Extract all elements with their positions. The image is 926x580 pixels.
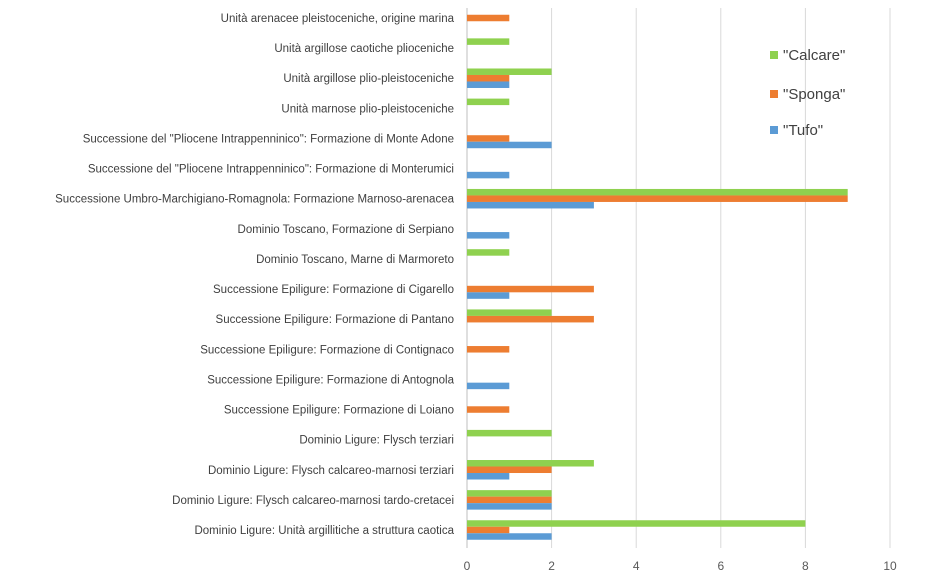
legend-swatch [770, 90, 778, 98]
bar [467, 141, 552, 149]
bar [467, 81, 510, 88]
category-label: Successione del "Pliocene Intrappenninic… [88, 164, 454, 176]
bar [467, 195, 848, 202]
bar [467, 285, 594, 293]
bar [467, 503, 552, 510]
category-label: Successione Epiligure: Formazione di Pan… [216, 314, 454, 326]
gridlines [466, 8, 891, 548]
bar [467, 533, 552, 540]
category-label: Dominio Ligure: Flysch calcareo-marnosi … [172, 495, 454, 507]
bar [467, 38, 510, 45]
bar [467, 135, 510, 142]
x-tick-label: 8 [802, 559, 809, 573]
bar [467, 14, 510, 22]
x-tick-label: 6 [717, 559, 724, 573]
category-label: Dominio Toscano, Formazione di Serpiano [238, 224, 454, 236]
bar [467, 232, 510, 239]
category-label: Unità argillose plio-pleistoceniche [283, 73, 454, 85]
bar [467, 292, 510, 299]
bar-series [467, 14, 848, 540]
bar [467, 315, 594, 323]
bar [467, 249, 510, 256]
bar [467, 429, 552, 437]
bar [467, 526, 510, 534]
bar [467, 188, 848, 196]
bar [467, 201, 594, 209]
x-axis-tick-labels: 0 2 4 6 8 10 [464, 559, 897, 573]
legend-swatch [770, 51, 778, 59]
category-labels: Unità arenacee pleistoceniche, origine m… [55, 13, 454, 537]
legend-label: "Calcare" [783, 47, 845, 64]
bar [467, 382, 510, 390]
x-tick-label: 0 [464, 559, 471, 573]
category-label: Unità arenacee pleistoceniche, origine m… [221, 13, 455, 25]
bar [467, 406, 510, 413]
category-label: Unità argillose caotiche plioceniche [274, 43, 454, 55]
bar [467, 496, 552, 504]
legend-label: "Sponga" [783, 86, 845, 103]
bar [467, 473, 510, 480]
x-tick-label: 4 [633, 559, 640, 573]
category-label: Successione Epiligure: Formazione di Con… [200, 344, 454, 356]
category-label: Successione Umbro-Marchigiano-Romagnola:… [55, 194, 454, 206]
legend-label: "Tufo" [783, 122, 823, 139]
category-label: Dominio Ligure: Flysch terziari [299, 435, 454, 447]
bar [467, 68, 552, 75]
bar [467, 460, 594, 467]
bar [467, 490, 552, 497]
category-label: Successione Epiligure: Formazione di Ant… [207, 374, 454, 386]
legend-swatch [770, 126, 778, 134]
category-label: Successione Epiligure: Formazione di Loi… [224, 405, 454, 417]
category-label: Dominio Ligure: Unità argillitiche a str… [194, 525, 454, 537]
bar [467, 346, 510, 353]
bar [467, 520, 806, 527]
bar [467, 466, 552, 474]
category-label: Dominio Toscano, Marne di Marmoreto [256, 254, 454, 266]
bar [467, 309, 552, 316]
bar [467, 171, 510, 179]
legend: "Calcare" "Sponga" "Tufo" [770, 47, 845, 139]
category-label: Successione Epiligure: Formazione di Cig… [213, 284, 454, 296]
category-label: Successione del "Pliocene Intrappenninic… [83, 133, 454, 145]
category-label: Unità marnose plio-pleistoceniche [281, 103, 454, 115]
x-tick-label: 10 [883, 559, 897, 573]
bar [467, 98, 510, 106]
x-tick-label: 2 [548, 559, 555, 573]
bar [467, 74, 510, 82]
category-label: Dominio Ligure: Flysch calcareo-marnosi … [208, 465, 454, 477]
